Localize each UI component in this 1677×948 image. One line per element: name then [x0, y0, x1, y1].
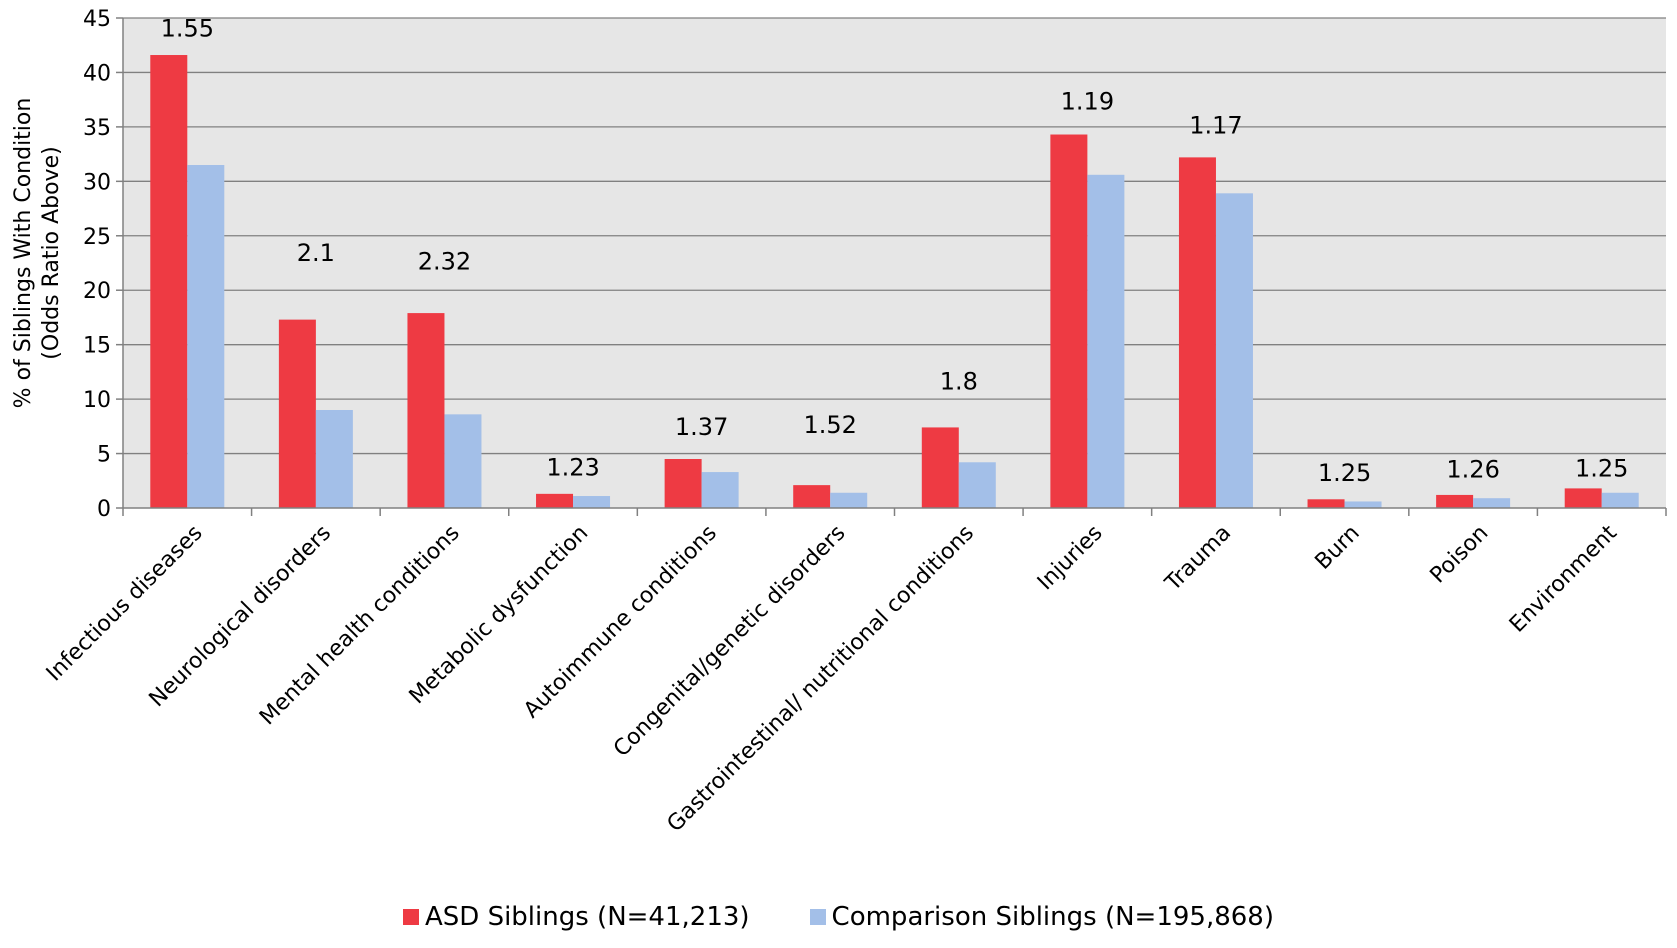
bar-asd: [1564, 488, 1602, 508]
odds-ratio-label: 1.17: [1189, 111, 1242, 139]
bar-comparison: [1601, 492, 1639, 508]
odds-ratio-label: 1.26: [1446, 456, 1499, 484]
odds-ratio-label: 1.8: [940, 367, 978, 395]
bar-asd: [921, 427, 959, 508]
bar-asd: [1050, 134, 1088, 508]
x-tick-label: Injuries: [1033, 521, 1108, 596]
legend-swatch-asd: [403, 909, 419, 925]
bar-comparison: [1344, 501, 1382, 508]
odds-ratio-labels: 1.55 2.1 2.32 1.23 1.37 1.52 1.8 1.19 1.17 1.25 1.…: [161, 15, 1629, 487]
odds-ratio-label: 1.25: [1575, 454, 1628, 482]
y-tick-label: 40: [83, 61, 111, 86]
y-tick-label: 0: [97, 497, 111, 522]
x-tick-label: Congenital/genetic disorders: [609, 521, 850, 762]
y-tick-label: 30: [83, 170, 111, 195]
bar-comparison: [958, 462, 996, 508]
y-tick-label: 10: [83, 388, 111, 413]
odds-ratio-label: 1.37: [675, 413, 728, 441]
bar-comparison: [187, 165, 225, 508]
x-tick-label: Poison: [1426, 521, 1494, 589]
legend-swatch-comparison: [809, 909, 826, 925]
axes: [116, 17, 1667, 516]
y-tick-label: 15: [83, 334, 111, 359]
y-tick-label: 20: [83, 279, 111, 304]
bar-comparison: [830, 492, 868, 508]
legend: ASD Siblings (N=41,213) Comparison Sibli…: [0, 902, 1677, 932]
x-tick-label: Environment: [1505, 520, 1622, 637]
bar-asd: [150, 55, 188, 509]
bar-asd: [1178, 157, 1216, 508]
y-tick-label: 25: [83, 225, 111, 250]
odds-ratio-label: 2.32: [418, 248, 471, 276]
bar-comparison: [444, 414, 482, 508]
x-tick-label: Trauma: [1160, 521, 1236, 597]
legend-item-comparison: Comparison Siblings (N=195,868): [809, 902, 1274, 932]
odds-ratio-label: 1.19: [1061, 87, 1114, 115]
legend-label-comparison: Comparison Siblings (N=195,868): [831, 902, 1274, 932]
x-tick-label: Gastrointestinal/ nutritional conditions: [663, 521, 979, 837]
bar-comparison: [573, 496, 611, 508]
bar-asd: [793, 485, 831, 508]
gridlines: [123, 17, 1666, 455]
bar-comparison: [1215, 193, 1253, 509]
odds-ratio-label: 1.25: [1318, 459, 1371, 487]
bar-chart: 0 5 10 15 20 25 30 35 40 45 Infectious diseasesNe…: [11, 7, 1667, 837]
bar-comparison: [1087, 174, 1125, 509]
bar-asd: [1307, 499, 1345, 508]
y-axis-label-line2: (Odds Ratio Above): [39, 146, 64, 359]
legend-label-asd: ASD Siblings (N=41,213): [425, 902, 750, 932]
legend-item-asd: ASD Siblings (N=41,213): [403, 902, 750, 932]
bar-asd: [407, 313, 445, 508]
y-tick-label: 35: [83, 116, 111, 141]
odds-ratio-label: 2.1: [297, 239, 335, 267]
bars: [150, 55, 1639, 509]
bar-asd: [278, 319, 316, 508]
plot-area: [123, 18, 1666, 508]
bar-asd: [1436, 494, 1474, 508]
y-tick-label: 45: [83, 7, 111, 32]
y-tick-label: 5: [97, 443, 111, 468]
y-tick-labels: 0 5 10 15 20 25 30 35 40 45: [83, 7, 111, 522]
x-tick-label: Burn: [1311, 521, 1365, 575]
y-axis-label: % of Siblings With Condition: [11, 98, 36, 409]
odds-ratio-label: 1.23: [546, 453, 599, 481]
bar-comparison: [701, 472, 739, 508]
bar-asd: [536, 493, 574, 508]
odds-ratio-label: 1.52: [803, 411, 856, 439]
bar-comparison: [315, 410, 353, 508]
bar-asd: [664, 459, 702, 508]
odds-ratio-label: 1.55: [161, 15, 214, 43]
bar-comparison: [1473, 498, 1511, 508]
